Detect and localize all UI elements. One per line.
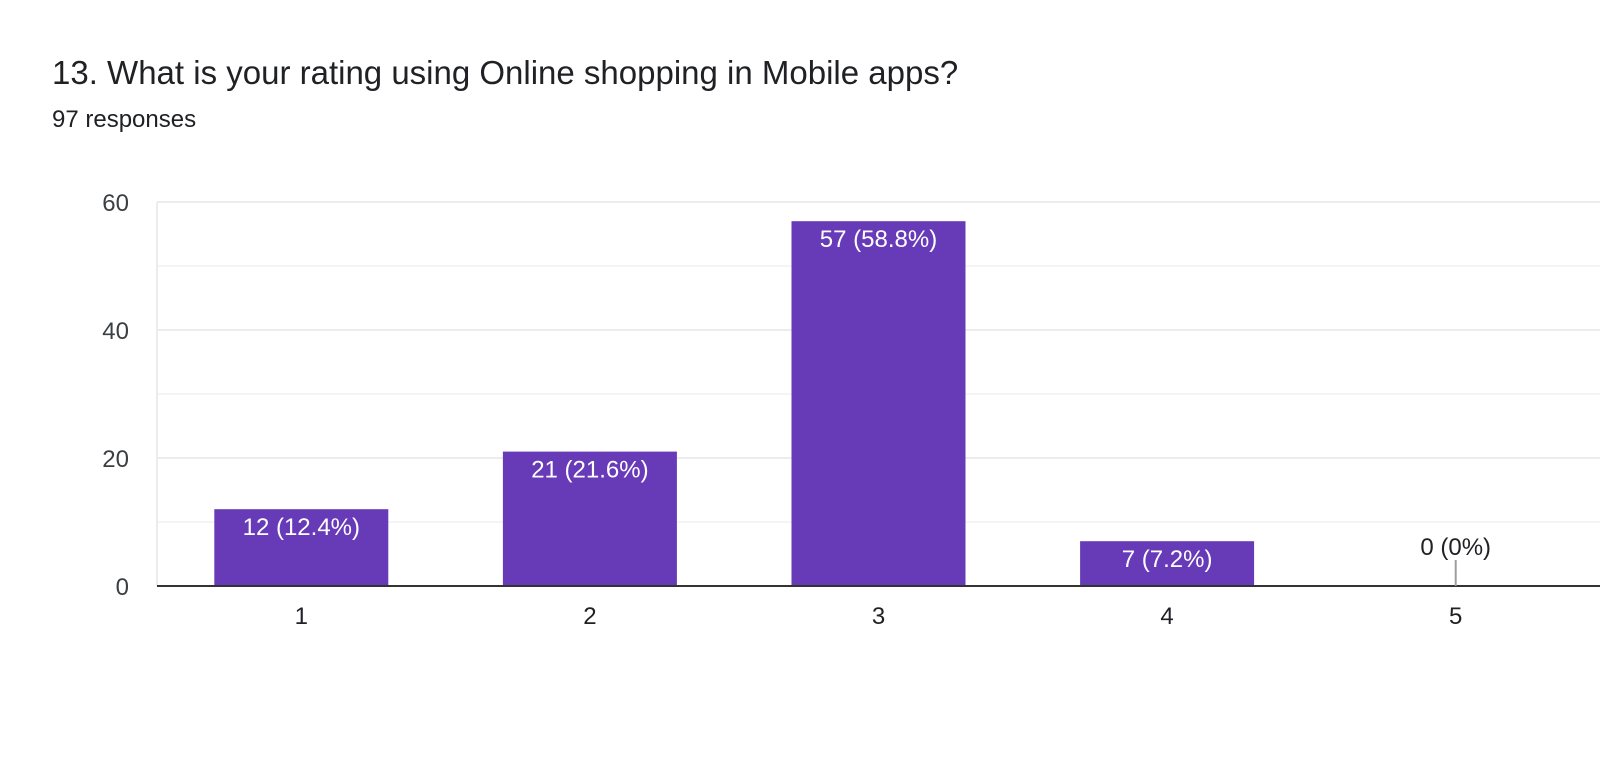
question-title: 13. What is your rating using Online sho…: [52, 54, 959, 91]
response-count: 97 responses: [52, 106, 197, 133]
data-label: 57 (58.8%): [820, 226, 937, 253]
data-label: 12 (12.4%): [243, 514, 360, 541]
x-tick-label: 1: [295, 603, 308, 630]
x-tick-label: 3: [872, 603, 885, 630]
data-label: 0 (0%): [1420, 534, 1491, 561]
bar: [791, 221, 966, 586]
y-axis-ticks: 0 20 40 60: [102, 190, 129, 601]
y-tick-label: 20: [102, 446, 129, 473]
x-axis-ticks: 1 2 3 4 5: [295, 603, 1463, 630]
x-tick-label: 5: [1449, 603, 1462, 630]
data-labels: 12 (12.4%) 21 (21.6%) 57 (58.8%) 7 (7.2%) 0 …: [243, 226, 1491, 586]
axes: [156, 202, 1600, 587]
data-label: 7 (7.2%): [1122, 546, 1213, 573]
x-tick-label: 2: [583, 603, 596, 630]
bars: [214, 221, 1255, 586]
y-tick-label: 0: [116, 574, 129, 601]
y-tick-label: 60: [102, 190, 129, 217]
bar: [214, 509, 389, 586]
bar: [502, 451, 677, 586]
data-label: 21 (21.6%): [531, 457, 648, 484]
bar: [1080, 541, 1255, 586]
x-tick-label: 4: [1160, 603, 1173, 630]
y-tick-label: 40: [102, 318, 129, 345]
